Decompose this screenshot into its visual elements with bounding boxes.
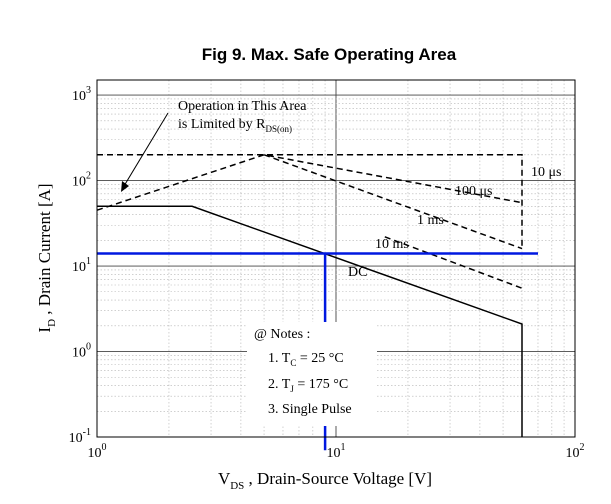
x-axis-label: VDS , Drain-Source Voltage [V] bbox=[218, 469, 432, 492]
x-tick-base: 10 bbox=[88, 446, 102, 461]
y-tick-label: 10-1 bbox=[69, 427, 91, 446]
y-tick-base: 10 bbox=[72, 346, 86, 361]
note-1: 1. TC = 25 °C bbox=[268, 351, 344, 368]
x-tick-exponent: 0 bbox=[102, 442, 107, 453]
x-tick-base: 10 bbox=[566, 446, 580, 461]
y-tick-label: 101 bbox=[72, 256, 91, 275]
y-tick-base: 10 bbox=[72, 175, 86, 190]
note-2-prefix: 2. T bbox=[268, 377, 291, 392]
label-dc: DC bbox=[348, 265, 367, 280]
y-axis-label-sub: D bbox=[46, 319, 58, 327]
note-3: 3. Single Pulse bbox=[268, 402, 352, 417]
y-tick-exponent: 3 bbox=[86, 85, 91, 96]
rds-limit-label-line2: is Limited by RDS(on) bbox=[178, 117, 292, 134]
y-tick-base: 10 bbox=[69, 431, 83, 446]
y-axis-label-rest: , Drain Current [A] bbox=[35, 183, 54, 319]
series-1-ms bbox=[263, 154, 523, 250]
note-1-value: = 25 °C bbox=[296, 351, 343, 366]
note-2: 2. TJ = 175 °C bbox=[268, 377, 348, 394]
rds-limit-subscript: DS(on) bbox=[266, 124, 293, 134]
x-tick-label: 101 bbox=[327, 442, 346, 461]
rds-limit-arrow bbox=[123, 112, 169, 187]
note-2-value: = 175 °C bbox=[294, 377, 348, 392]
y-tick-label: 100 bbox=[72, 342, 91, 361]
y-tick-exponent: 0 bbox=[86, 342, 91, 353]
x-tick-exponent: 2 bbox=[580, 442, 585, 453]
label-10ms: 10 ms bbox=[375, 237, 409, 252]
y-tick-exponent: -1 bbox=[83, 427, 91, 438]
series-dc bbox=[97, 205, 523, 437]
rds-limit-text: is Limited by R bbox=[178, 117, 266, 132]
plot-frame bbox=[96, 79, 576, 438]
x-axis-label-main: V bbox=[218, 469, 231, 488]
x-tick-exponent: 1 bbox=[341, 442, 346, 453]
note-1-prefix: 1. T bbox=[268, 351, 291, 366]
y-tick-exponent: 1 bbox=[86, 256, 91, 267]
series-10-ms bbox=[384, 236, 523, 289]
x-tick-label: 100 bbox=[88, 442, 107, 461]
notes-title: @ Notes : bbox=[254, 327, 310, 342]
rds-limit-label-line1: Operation in This Area bbox=[178, 99, 307, 114]
y-tick-label: 103 bbox=[72, 85, 91, 104]
y-tick-exponent: 2 bbox=[86, 171, 91, 182]
y-tick-base: 10 bbox=[72, 89, 86, 104]
x-tick-label: 102 bbox=[566, 442, 585, 461]
y-tick-label: 102 bbox=[72, 171, 91, 190]
label-100us: 100 μs bbox=[455, 184, 492, 199]
rds-limit-arrowhead bbox=[121, 181, 129, 192]
y-axis-label: ID , Drain Current [A] bbox=[35, 183, 58, 332]
x-tick-base: 10 bbox=[327, 446, 341, 461]
x-axis-label-sub: DS bbox=[230, 480, 244, 492]
notes-box bbox=[247, 322, 377, 426]
series-10-s bbox=[97, 154, 523, 249]
note-1-subscript: C bbox=[290, 358, 296, 368]
annotation-layer: Operation in This Area is Limited by RDS(… bbox=[121, 99, 561, 426]
note-2-subscript: J bbox=[290, 384, 294, 394]
series-100-s bbox=[96, 154, 523, 211]
chart-title: Fig 9. Max. Safe Operating Area bbox=[202, 45, 457, 64]
y-axis-label-main: I bbox=[35, 327, 54, 333]
label-1ms: 1 ms bbox=[417, 213, 444, 228]
y-tick-base: 10 bbox=[72, 260, 86, 275]
x-axis-label-rest: , Drain-Source Voltage [V] bbox=[244, 469, 432, 488]
label-10us: 10 μs bbox=[531, 165, 561, 180]
